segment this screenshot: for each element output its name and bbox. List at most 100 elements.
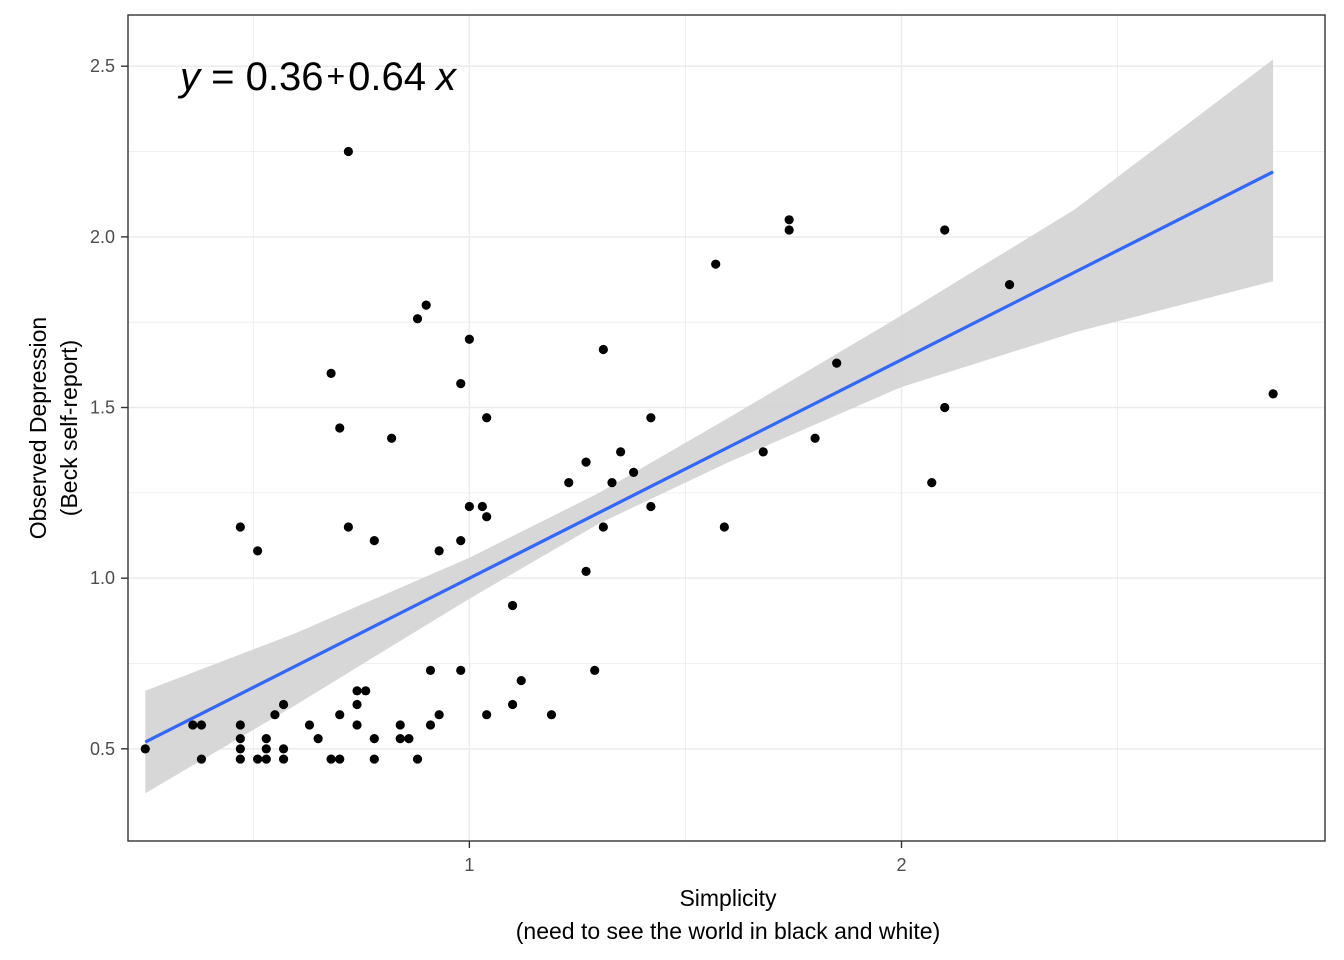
data-point [1004, 280, 1015, 290]
data-point [235, 522, 245, 532]
data-point [278, 699, 289, 710]
data-point [546, 710, 557, 720]
data-point [326, 754, 336, 764]
data-point [140, 744, 150, 754]
data-point [235, 744, 245, 754]
data-point [352, 699, 362, 710]
data-point [326, 368, 336, 378]
data-point [395, 734, 405, 744]
data-point [646, 413, 656, 423]
data-point [940, 225, 950, 235]
data-point [188, 720, 198, 730]
data-point [434, 546, 444, 556]
data-point [456, 379, 466, 389]
data-point [507, 600, 518, 611]
x-axis-subtitle: (need to see the world in black and whit… [516, 918, 940, 944]
data-point [719, 522, 729, 532]
regression-equation: y = 0.36+0.64 x [177, 55, 458, 99]
data-point [784, 215, 794, 225]
data-point [361, 686, 371, 696]
data-point [335, 710, 345, 720]
data-point [235, 720, 245, 730]
data-point [507, 699, 518, 710]
data-point [369, 536, 379, 546]
y-axis-subtitle: (Beck self-report) [56, 340, 82, 516]
data-point [581, 566, 591, 576]
y-tick-label: 2.0 [90, 227, 115, 247]
data-point [261, 734, 271, 744]
data-point [421, 300, 431, 310]
data-point [278, 754, 289, 764]
data-point [313, 734, 323, 744]
data-point [711, 259, 721, 269]
x-axis-title: Simplicity [679, 885, 777, 911]
data-point [590, 665, 600, 675]
y-tick-label: 0.5 [90, 739, 115, 759]
data-point [628, 467, 639, 477]
y-axis-ticks: 0.5 1.0 1.5 2.0 2.5 [90, 56, 128, 759]
panel-border [127, 14, 1326, 842]
data-point [516, 675, 526, 686]
data-point [404, 734, 414, 744]
data-point [425, 665, 436, 675]
data-point [196, 720, 207, 730]
data-point [196, 754, 207, 764]
y-tick-label: 2.5 [90, 56, 115, 76]
data-point [784, 225, 794, 235]
data-point [598, 344, 608, 355]
data-point [369, 734, 379, 744]
data-point [607, 478, 617, 488]
data-points [140, 146, 1278, 764]
data-point [412, 754, 423, 764]
y-tick-label: 1.5 [90, 398, 115, 418]
data-point [646, 501, 656, 512]
data-point [1268, 389, 1278, 399]
x-tick-label: 1 [464, 855, 474, 875]
data-point [412, 314, 423, 324]
regression-line [144, 170, 1274, 744]
data-point [278, 744, 289, 754]
y-tick-label: 1.0 [90, 568, 115, 588]
confidence-band [145, 59, 1274, 794]
data-point [270, 710, 280, 720]
data-point [581, 457, 591, 467]
data-point [434, 710, 444, 720]
data-point [425, 720, 436, 730]
data-point [352, 686, 362, 696]
data-point [335, 423, 345, 433]
data-point [616, 447, 626, 457]
data-point [369, 754, 379, 764]
data-point [810, 433, 820, 443]
data-point [564, 478, 574, 488]
data-point [456, 536, 466, 546]
data-point [253, 754, 263, 764]
data-point [352, 720, 362, 730]
data-point [940, 402, 950, 413]
data-point [386, 433, 397, 443]
data-point [832, 358, 842, 368]
data-point [482, 512, 492, 522]
data-point [482, 413, 492, 423]
data-point [343, 522, 353, 532]
data-point [261, 744, 271, 754]
data-point [335, 754, 345, 764]
data-point [304, 720, 315, 730]
data-point [598, 522, 608, 532]
major-gridlines [128, 15, 1325, 841]
data-point [235, 734, 245, 744]
data-point [927, 478, 937, 488]
data-point [456, 665, 466, 675]
data-point [464, 501, 474, 512]
data-point [253, 546, 263, 556]
data-point [343, 146, 353, 157]
data-point [482, 710, 492, 720]
data-point [395, 720, 405, 730]
x-tick-label: 2 [897, 855, 907, 875]
data-point [477, 501, 487, 512]
data-point [758, 447, 768, 457]
data-point [261, 754, 271, 764]
data-point [235, 754, 245, 764]
data-point [464, 334, 474, 344]
